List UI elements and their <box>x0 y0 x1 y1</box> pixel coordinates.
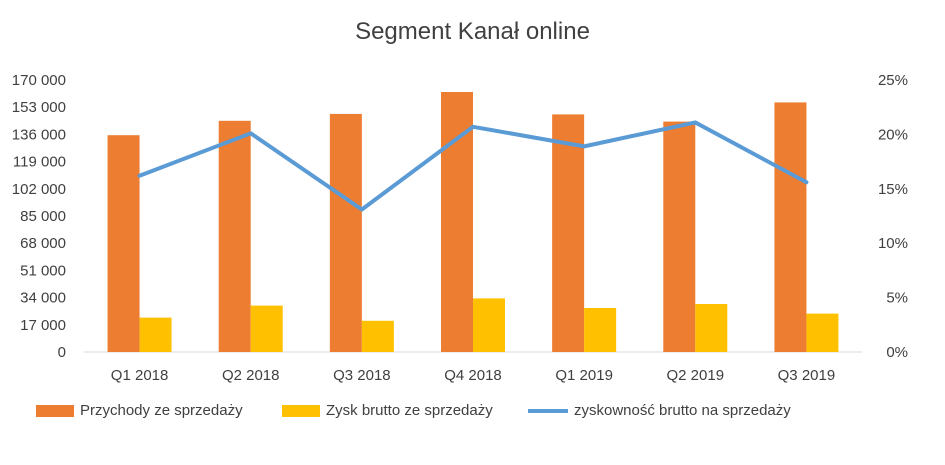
bar-gross-profit <box>250 305 283 352</box>
x-tick-label: Q2 2018 <box>222 367 280 384</box>
legend-label-gross-margin: zyskowność brutto na sprzedaży <box>574 402 791 419</box>
y-left-tick-label: 17 000 <box>20 317 66 334</box>
bar-gross-profit <box>584 308 617 352</box>
x-tick-label: Q2 2019 <box>667 367 725 384</box>
x-tick-label: Q1 2018 <box>111 367 169 384</box>
legend-swatch-gross-margin <box>528 408 568 413</box>
bar-revenue <box>218 120 251 352</box>
legend-label-gross-profit: Zysk brutto ze sprzedaży <box>326 402 493 419</box>
legend-item-gross-profit: Zysk brutto ze sprzedaży <box>282 402 493 419</box>
y-left-tick-label: 153 000 <box>12 99 66 116</box>
y-left-tick-label: 0 <box>58 344 66 361</box>
legend-swatch-gross-profit <box>282 404 320 417</box>
bar-gross-profit <box>473 298 505 352</box>
x-tick-label: Q1 2019 <box>555 367 613 384</box>
x-tick-label: Q3 2019 <box>778 367 836 384</box>
y-left-tick-label: 51 000 <box>20 262 66 279</box>
bar-revenue <box>774 102 807 353</box>
y-right-tick-label: 5% <box>886 290 908 307</box>
chart-title: Segment Kanał online <box>355 18 590 45</box>
x-tick-label: Q4 2018 <box>444 367 502 384</box>
y-left-tick-label: 102 000 <box>12 181 66 198</box>
bar-gross-profit <box>695 304 728 352</box>
bar-gross-profit <box>361 320 394 352</box>
bar-revenue <box>663 121 696 352</box>
bar-revenue <box>329 113 362 352</box>
y-right-tick-label: 20% <box>878 126 908 143</box>
x-tick-label: Q3 2018 <box>333 367 391 384</box>
bar-revenue <box>441 92 473 352</box>
y-left-tick-label: 85 000 <box>20 208 66 225</box>
y-left-tick-label: 68 000 <box>20 235 66 252</box>
y-left-tick-label: 170 000 <box>12 72 66 89</box>
bar-revenue <box>552 114 585 353</box>
legend-swatch-revenue <box>36 404 74 417</box>
y-right-tick-label: 25% <box>878 72 908 89</box>
y-right-tick-label: 0% <box>886 344 908 361</box>
y-left-tick-label: 136 000 <box>12 126 66 143</box>
legend-label-revenue: Przychody ze sprzedaży <box>80 402 243 419</box>
legend-item-revenue: Przychody ze sprzedaży <box>36 402 243 419</box>
chart-legend: Przychody ze sprzedaży Zysk brutto ze sp… <box>0 402 945 426</box>
y-right-tick-label: 15% <box>878 181 908 198</box>
legend-item-gross-margin: zyskowność brutto na sprzedaży <box>528 402 791 419</box>
y-right-tick-label: 10% <box>878 235 908 252</box>
y-left-tick-label: 34 000 <box>20 290 66 307</box>
line-gross-margin <box>137 120 809 212</box>
y-left-tick-label: 119 000 <box>13 154 66 171</box>
bar-gross-profit <box>806 313 839 352</box>
bar-revenue <box>107 135 140 352</box>
bar-gross-profit <box>139 317 172 352</box>
